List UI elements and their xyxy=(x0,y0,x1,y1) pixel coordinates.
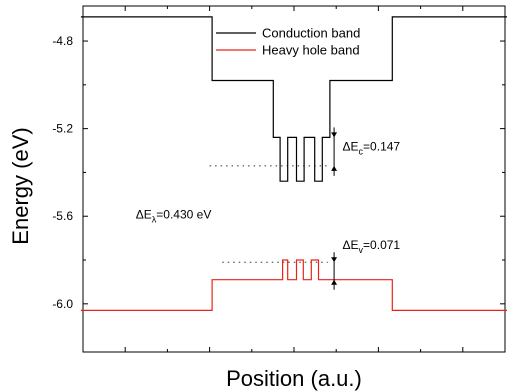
annotation-subscript: c xyxy=(359,147,364,157)
axes: -4.8 -5.2 -5.6 -6.0 xyxy=(52,5,506,353)
y-tick-label: -4.8 xyxy=(52,34,73,48)
conduction-band-line xyxy=(80,16,507,182)
annotation-base: ΔE xyxy=(136,207,152,221)
heavy-hole-band-line xyxy=(80,259,507,311)
plot-lines xyxy=(80,16,507,311)
legend: Conduction band Heavy hole band xyxy=(216,26,360,58)
annotation-dec: ΔEc=0.147 xyxy=(343,140,401,157)
valence-offset-marker-arrow-bottom xyxy=(331,279,338,285)
offset-markers xyxy=(331,127,338,290)
plot-frame xyxy=(82,5,506,353)
y-tick-label: -5.2 xyxy=(52,122,73,136)
y-tick-label: -5.6 xyxy=(52,209,73,223)
annotation-subscript: v xyxy=(359,245,364,255)
x-axis-label: Position (a.u.) xyxy=(226,366,362,391)
valence-offset-marker-arrow-top xyxy=(331,257,338,263)
reference-lines xyxy=(209,165,328,263)
annotation-dev: ΔEv=0.071 xyxy=(343,238,401,255)
y-axis-label: Energy (eV) xyxy=(8,127,33,244)
conduction-offset-marker-arrow-top xyxy=(331,132,338,138)
annotation-del: ΔEλ=0.430 eV xyxy=(136,207,212,224)
y-tick-label: -6.0 xyxy=(52,297,73,311)
annotation-value: =0.430 eV xyxy=(156,207,211,221)
annotation-base: ΔE xyxy=(343,238,359,252)
annotation-value: =0.147 xyxy=(363,140,400,154)
annotation-base: ΔE xyxy=(343,140,359,154)
annotation-value: =0.071 xyxy=(363,238,400,252)
legend-label-heavy-hole: Heavy hole band xyxy=(262,43,360,58)
legend-label-conduction: Conduction band xyxy=(262,26,360,41)
conduction-offset-marker-arrow-bottom xyxy=(331,165,338,171)
annotation-subscript: λ xyxy=(152,214,157,224)
